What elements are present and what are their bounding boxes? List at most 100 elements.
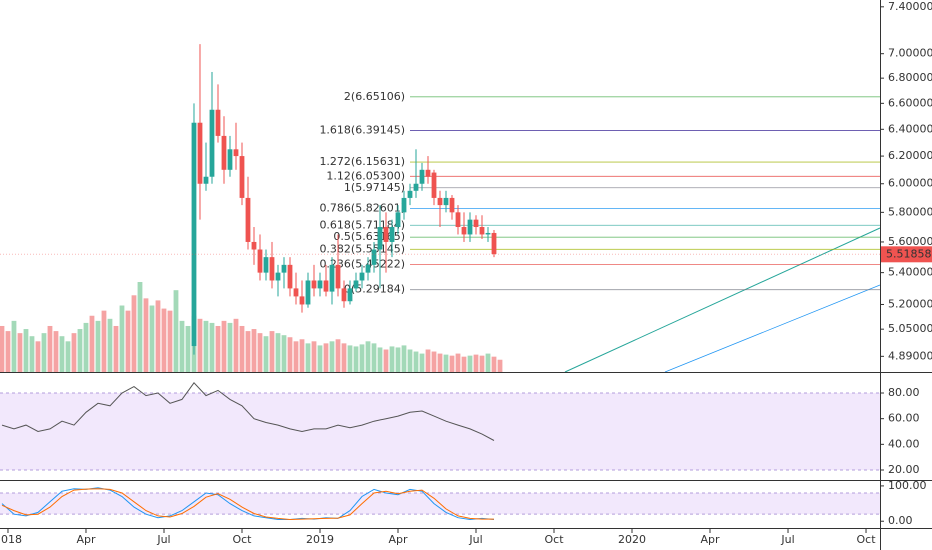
volume-bar [335, 339, 341, 372]
volume-bar [305, 343, 311, 372]
candle-body [239, 156, 245, 198]
indicator-tick-label: 40.00 [888, 437, 920, 450]
candle-body [329, 264, 335, 292]
volume-bar [47, 325, 53, 372]
band-fill [0, 393, 880, 470]
fib-level-label: 0.382(5.55145) [319, 242, 405, 255]
indicator-line [1, 382, 495, 441]
volume-bar [101, 310, 107, 372]
volume-bar [257, 333, 263, 372]
volume-bar [431, 351, 437, 372]
volume-bar [233, 318, 239, 372]
candle-body [221, 135, 227, 170]
candle-body [317, 280, 323, 289]
volume-bar [65, 341, 71, 372]
candle-body [449, 197, 455, 213]
volume-bar [473, 354, 479, 372]
volume-bar [125, 310, 131, 372]
indicator-line [1, 488, 494, 521]
volume-bar [29, 336, 35, 372]
volume-bar [419, 353, 425, 372]
indicator-tick-label: 20.00 [888, 463, 920, 476]
fib-level-label: 1.12(6.05300) [326, 169, 405, 182]
volume-bar [53, 331, 59, 372]
indicator-tick-label: 0.00 [888, 514, 913, 527]
candle-body [341, 288, 347, 302]
time-tick-label: Apr [700, 533, 720, 546]
volume-bar [221, 320, 227, 372]
price-tick-label: 7.00000 [888, 47, 932, 60]
candle-body [371, 249, 377, 265]
volume-bar [341, 343, 347, 372]
fib-level-label: 1(5.97145) [344, 181, 405, 194]
candle-body [437, 197, 443, 206]
volume-bar [0, 325, 5, 372]
volume-bar [329, 341, 335, 372]
candle-body [479, 227, 485, 235]
volume-bar [497, 359, 503, 372]
time-tick-label: Oct [544, 533, 564, 546]
volume-bar [443, 354, 449, 372]
volume-bar [185, 325, 191, 372]
volume-bar [41, 333, 47, 372]
time-tick-label: Oct [857, 533, 877, 546]
volume-bar [479, 355, 485, 372]
price-tick-label: 5.40000 [888, 266, 932, 279]
volume-bar [353, 346, 359, 372]
volume-bar [5, 331, 11, 372]
time-tick-label: 2020 [618, 533, 646, 546]
candle-body [455, 212, 461, 228]
candle-body [203, 176, 209, 184]
volume-bar [389, 346, 395, 372]
volume-bar [71, 333, 77, 372]
price-tick-label: 5.60000 [888, 235, 932, 248]
trend-line [564, 227, 881, 373]
fib-level-label: 0.236(5.45222) [319, 258, 405, 271]
volume-bar [77, 329, 83, 372]
candle-body [377, 227, 383, 250]
volume-bar [299, 339, 305, 372]
volume-bar [365, 341, 371, 372]
volume-bar [287, 337, 293, 372]
candle-body [389, 227, 395, 242]
candle-body [209, 109, 215, 177]
volume-bar [281, 335, 287, 372]
volume-bar [461, 356, 467, 372]
volume-bar [131, 295, 137, 372]
candle-body [335, 264, 341, 289]
indicator-tick-label: 60.00 [888, 412, 920, 425]
candle-body [299, 296, 305, 305]
volume-bar [137, 282, 143, 372]
volume-bar [449, 355, 455, 372]
fib-level-label: 1.272(6.15631) [319, 155, 405, 168]
volume-bar [209, 322, 215, 372]
price-tick-label: 6.80000 [888, 71, 932, 84]
volume-bar [485, 353, 491, 372]
candle-body [395, 212, 401, 228]
volume-bar [23, 329, 29, 372]
volume-bar [425, 349, 431, 372]
candle-body [491, 232, 497, 255]
volume-bar [413, 351, 419, 372]
candle-body [407, 190, 413, 198]
candle-body [419, 169, 425, 184]
volume-bar [269, 331, 275, 372]
candle-body [401, 197, 407, 213]
volume-bar [311, 341, 317, 372]
candle-body [245, 197, 251, 242]
volume-bar [59, 336, 65, 372]
candle-body [467, 219, 473, 235]
price-tick-label: 5.80000 [888, 205, 932, 218]
indicator-tick-label: 80.00 [888, 386, 920, 399]
candle-body [425, 169, 431, 177]
candle-body [287, 264, 293, 289]
price-tick-label: 5.20000 [888, 297, 932, 310]
volume-bar [167, 310, 173, 372]
price-tick-label: 6.40000 [888, 122, 932, 135]
price-tick-label: 5.05000 [888, 322, 932, 335]
time-tick-label: 2018 [0, 533, 22, 546]
fib-level-label: 0.786(5.82601) [319, 202, 405, 215]
volume-bar [467, 355, 473, 372]
fib-level-label: 2(6.65106) [344, 90, 405, 103]
